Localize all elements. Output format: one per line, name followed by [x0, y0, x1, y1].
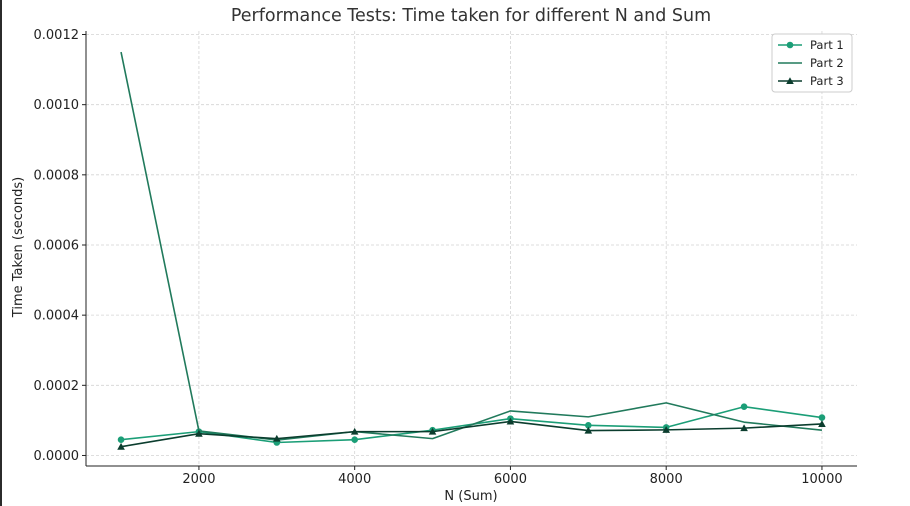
y-tick-label: 0.0000: [34, 449, 80, 464]
series-1-point: [818, 414, 826, 421]
page-edge: [0, 0, 2, 506]
chart-title: Performance Tests: Time taken for differ…: [231, 6, 711, 26]
grid: [86, 31, 857, 466]
x-tick-label: 6000: [494, 472, 527, 487]
legend: Part 1 Part 2 Part 3: [771, 33, 853, 93]
series-3: [117, 417, 826, 450]
legend-swatch-marker: [786, 41, 794, 49]
series-1-point: [117, 436, 125, 443]
series-1-point: [351, 436, 358, 443]
axes: 2000 4000 6000 8000 10000 0.0000 0.0002 0.0004 0…: [34, 28, 857, 487]
y-tick-label: 0.0006: [34, 238, 80, 253]
y-tick-label: 0.0004: [34, 309, 80, 324]
legend-box: [771, 33, 853, 93]
series-3-point: [195, 429, 203, 437]
y-tick-label: 0.0002: [34, 379, 80, 394]
x-tick-label: 4000: [338, 472, 371, 487]
y-tick-label: 0.0010: [34, 98, 80, 113]
legend-label: Part 1: [810, 38, 844, 52]
series-3-point: [662, 426, 670, 433]
series-3-point: [117, 442, 125, 450]
y-tick-label: 0.0008: [34, 168, 80, 183]
x-tick-label: 10000: [801, 472, 842, 487]
series-3-point: [584, 426, 593, 434]
series-3-point: [818, 420, 826, 427]
series-3-point: [428, 427, 437, 435]
x-axis-label: N (Sum): [444, 489, 497, 504]
y-tick-label: 0.0012: [34, 28, 80, 43]
series-2-line: [120, 51, 823, 441]
series-1-point: [585, 422, 592, 429]
series-1-point: [740, 403, 748, 411]
series-3-point: [350, 427, 359, 435]
series-3-point: [273, 434, 281, 442]
series-3-point: [740, 424, 748, 432]
series-3-point: [506, 417, 515, 425]
x-tick-label: 8000: [650, 472, 683, 487]
legend-label: Part 3: [810, 74, 844, 88]
y-axis-label: Time Taken (seconds): [11, 177, 26, 318]
x-tick-label: 2000: [182, 472, 215, 487]
legend-swatch-marker: [786, 77, 794, 85]
series-3-line: [120, 420, 822, 448]
series-2: [120, 51, 823, 441]
series-layer: [117, 51, 826, 450]
legend-label: Part 2: [810, 56, 844, 70]
